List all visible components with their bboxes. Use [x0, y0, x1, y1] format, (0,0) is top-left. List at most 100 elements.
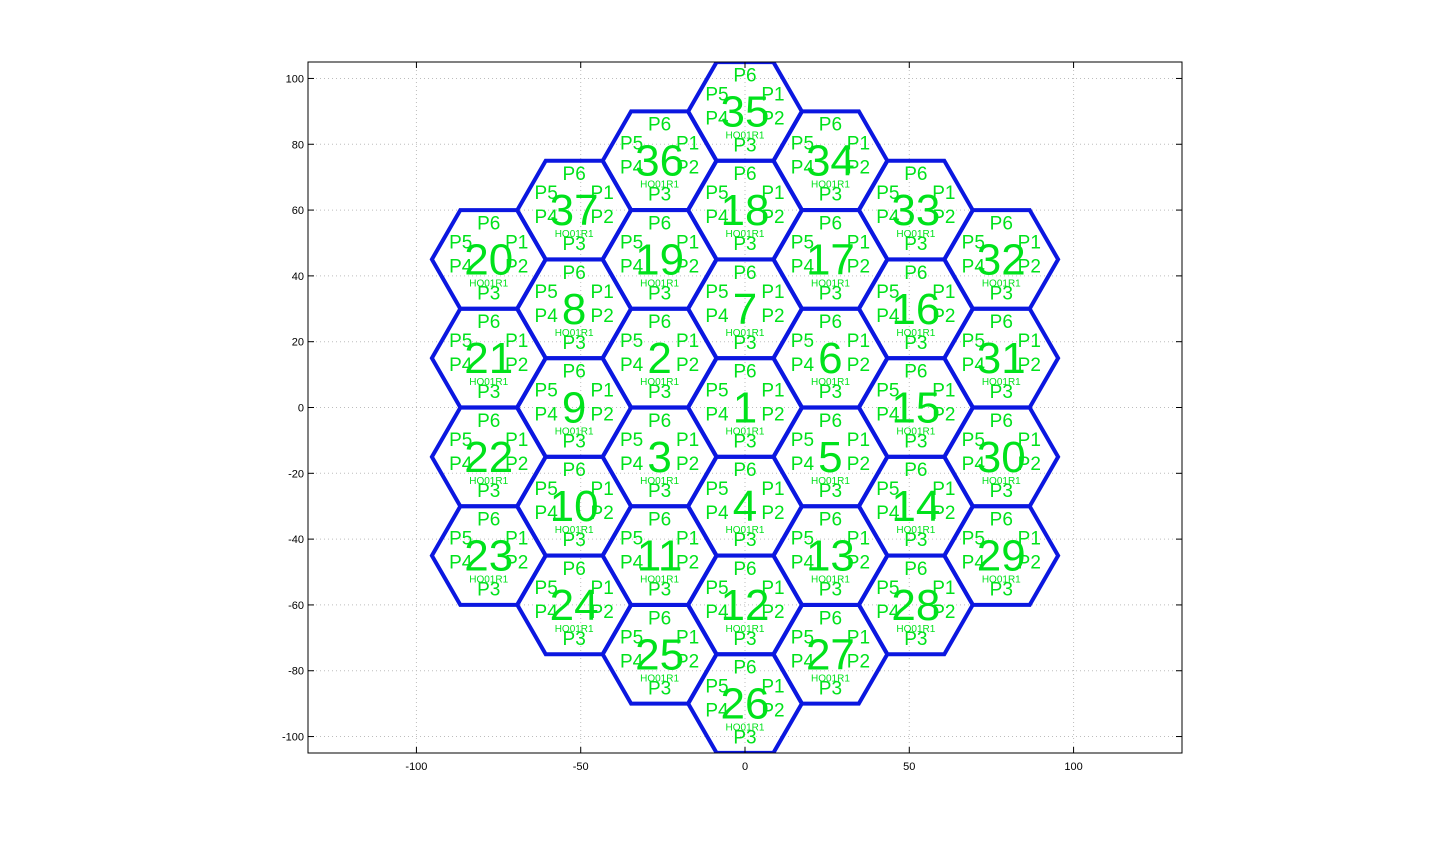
y-tick-label: -40 [288, 534, 304, 546]
port-label: P6 [904, 559, 927, 580]
cell-id-label: 5 [818, 433, 842, 482]
cell-id-label: 2 [647, 334, 671, 383]
port-label: P4 [876, 602, 900, 623]
port-label: P2 [761, 602, 784, 623]
port-label: P4 [620, 355, 644, 376]
port-label: P5 [535, 578, 558, 599]
cell-id-label: 13 [806, 532, 855, 581]
port-label: P4 [535, 207, 559, 228]
cell-sub-label: HO01R1 [555, 229, 594, 240]
cell-id-label: 35 [721, 87, 770, 136]
x-tick-label: 100 [1064, 761, 1082, 773]
cell-id-label: 3 [647, 433, 671, 482]
port-label: P6 [904, 263, 927, 284]
port-label: P2 [847, 553, 870, 574]
port-label: P5 [791, 430, 814, 451]
cell-sub-label: HO01R1 [555, 427, 594, 438]
cell-sub-label: HO01R1 [811, 476, 850, 487]
port-label: P4 [705, 108, 729, 129]
cell-id-label: 34 [806, 137, 855, 186]
cell-id-label: 25 [635, 630, 684, 679]
port-label: P2 [847, 256, 870, 277]
port-label: P2 [676, 553, 699, 574]
port-label: P1 [505, 331, 528, 352]
port-label: P4 [705, 207, 729, 228]
port-label: P1 [676, 232, 699, 253]
y-tick-label: -60 [288, 600, 304, 612]
port-label: P4 [705, 701, 729, 722]
port-label: P1 [847, 331, 870, 352]
port-label: P1 [761, 183, 784, 204]
port-label: P6 [733, 164, 756, 185]
port-label: P4 [449, 553, 473, 574]
port-label: P6 [990, 213, 1013, 234]
cell-sub-label: HO01R1 [726, 624, 765, 635]
port-label: P5 [791, 134, 814, 155]
cell-id-label: 28 [891, 581, 940, 630]
port-label: P2 [932, 602, 955, 623]
port-label: P2 [761, 405, 784, 426]
cell-sub-label: HO01R1 [896, 427, 935, 438]
port-label: P2 [761, 306, 784, 327]
port-label: P1 [505, 529, 528, 550]
axis-ticks: -100 -50 0 50 100 100 80 60 40 20 0 -20 -40 -60 -80 -10… [282, 62, 1182, 773]
port-label: P1 [847, 232, 870, 253]
port-label: P3 [563, 432, 586, 453]
port-label: P3 [819, 580, 842, 601]
cell-id-label: 11 [637, 532, 683, 581]
cell-sub-label: HO01R1 [896, 624, 935, 635]
cell-id-label: 9 [562, 384, 586, 433]
x-tick-label: 0 [742, 761, 748, 773]
port-label: P5 [705, 282, 728, 303]
y-tick-label: 60 [292, 205, 304, 217]
port-label: P6 [819, 312, 842, 333]
port-label: P2 [847, 355, 870, 376]
port-label: P5 [705, 578, 728, 599]
port-label: P1 [676, 134, 699, 155]
port-label: P6 [733, 263, 756, 284]
port-label: P3 [648, 382, 671, 403]
port-label: P6 [477, 510, 500, 531]
port-label: P3 [477, 283, 500, 304]
port-label: P1 [932, 381, 955, 402]
port-label: P4 [620, 651, 644, 672]
port-label: P2 [676, 651, 699, 672]
port-label: P3 [648, 185, 671, 206]
cell-sub-label: HO01R1 [726, 229, 765, 240]
port-label: P5 [449, 232, 472, 253]
port-label: P6 [733, 460, 756, 481]
port-label: P6 [648, 115, 671, 136]
port-label: P4 [876, 207, 900, 228]
port-label: P1 [761, 282, 784, 303]
port-label: P2 [1018, 256, 1041, 277]
port-label: P6 [990, 510, 1013, 531]
cell-sub-label: HO01R1 [811, 575, 850, 586]
port-label: P5 [535, 479, 558, 500]
port-label: P1 [1018, 430, 1041, 451]
port-label: P2 [847, 651, 870, 672]
port-label: P5 [876, 479, 899, 500]
port-label: P5 [962, 430, 985, 451]
port-label: P3 [904, 333, 927, 354]
cell-sub-label: HO01R1 [469, 476, 508, 487]
port-label: P3 [563, 629, 586, 650]
port-label: P1 [847, 529, 870, 550]
port-label: P6 [904, 460, 927, 481]
y-tick-label: 100 [286, 73, 304, 85]
cell-id-label: 17 [806, 235, 855, 284]
port-label: P6 [733, 65, 756, 86]
port-label: P3 [733, 234, 756, 255]
port-label: P3 [819, 678, 842, 699]
port-label: P1 [591, 282, 614, 303]
cell-sub-label: HO01R1 [640, 377, 679, 388]
cell-id-label: 16 [891, 285, 940, 334]
cell-sub-label: HO01R1 [555, 525, 594, 536]
